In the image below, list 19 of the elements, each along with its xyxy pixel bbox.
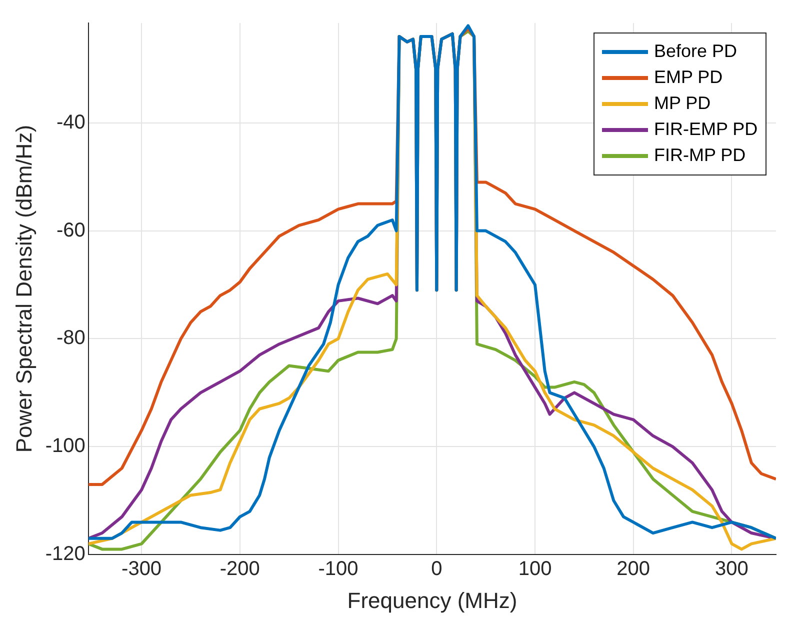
x-tick-label: 300 [715, 558, 748, 580]
legend-label: Before PD [654, 40, 738, 61]
legend-label: FIR-EMP PD [654, 118, 758, 139]
y-tick-label: -60 [56, 219, 86, 242]
x-tick-label: 100 [518, 558, 552, 580]
y-tick-label: -80 [56, 327, 86, 350]
x-axis-title: Frequency (MHz) [347, 588, 518, 613]
x-tick-label: 200 [616, 558, 650, 580]
legend-label: MP PD [654, 92, 711, 113]
legend-label: FIR-MP PD [654, 144, 746, 165]
y-tick-label: -40 [56, 111, 86, 134]
x-tick-label: -200 [220, 558, 260, 580]
y-tick-label: -100 [45, 435, 86, 458]
y-tick-label: -120 [45, 543, 86, 566]
x-tick-label: -300 [122, 558, 162, 580]
x-tick-label: 0 [431, 558, 442, 580]
x-tick-label: -100 [318, 558, 358, 580]
legend-label: EMP PD [654, 66, 723, 87]
y-axis-title: Power Spectral Density (dBm/Hz) [11, 124, 36, 453]
